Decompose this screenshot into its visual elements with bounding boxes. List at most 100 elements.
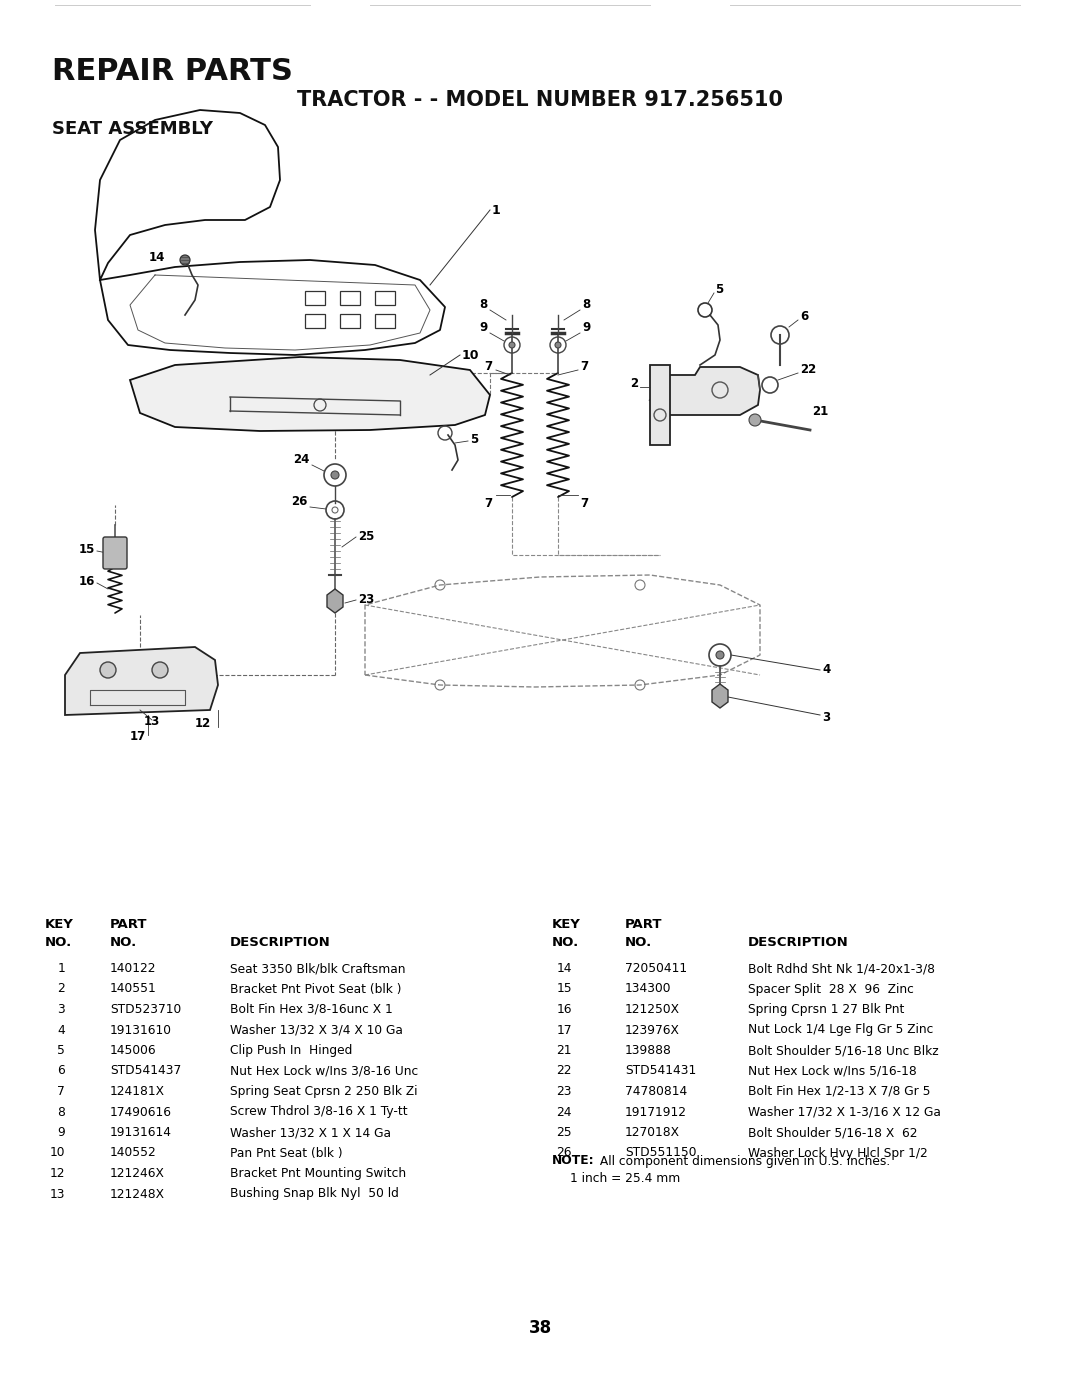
Text: 12: 12 <box>50 1167 65 1180</box>
Text: STD523710: STD523710 <box>110 1002 181 1016</box>
Text: 17: 17 <box>556 1023 572 1037</box>
Text: Screw Thdrol 3/8-16 X 1 Ty-tt: Screw Thdrol 3/8-16 X 1 Ty-tt <box>230 1106 407 1118</box>
Text: 5: 5 <box>715 283 724 296</box>
Text: 5: 5 <box>470 433 478 446</box>
Text: 8: 8 <box>57 1106 65 1118</box>
Text: 10: 10 <box>462 348 480 362</box>
Circle shape <box>180 254 190 265</box>
Text: Bracket Pnt Pivot Seat (blk ): Bracket Pnt Pivot Seat (blk ) <box>230 983 402 996</box>
Text: Nut Hex Lock w/Ins 3/8-16 Unc: Nut Hex Lock w/Ins 3/8-16 Unc <box>230 1064 418 1078</box>
Text: 19171912: 19171912 <box>625 1106 687 1118</box>
Text: 2: 2 <box>57 983 65 996</box>
FancyBboxPatch shape <box>103 538 127 569</box>
Text: 1: 1 <box>57 962 65 975</box>
Text: 10: 10 <box>50 1147 65 1159</box>
Text: STD541437: STD541437 <box>110 1064 181 1078</box>
Text: 7: 7 <box>580 360 589 373</box>
Text: NOTE:: NOTE: <box>552 1155 595 1167</box>
Text: 123976X: 123976X <box>625 1023 680 1037</box>
Text: 2: 2 <box>630 377 638 390</box>
Text: 26: 26 <box>556 1147 572 1159</box>
Text: 139888: 139888 <box>625 1044 672 1057</box>
Text: 145006: 145006 <box>110 1044 157 1057</box>
Text: 15: 15 <box>556 983 572 996</box>
Circle shape <box>509 342 515 348</box>
Text: NO.: NO. <box>45 936 72 949</box>
Text: 140552: 140552 <box>110 1147 157 1159</box>
Text: STD541431: STD541431 <box>625 1064 697 1078</box>
Text: Spacer Split  28 X  96  Zinc: Spacer Split 28 X 96 Zinc <box>748 983 914 996</box>
Polygon shape <box>712 683 728 708</box>
Text: 13: 13 <box>50 1188 65 1200</box>
Text: 6: 6 <box>800 309 808 323</box>
Text: 8: 8 <box>480 298 488 311</box>
Text: Washer 13/32 X 3/4 X 10 Ga: Washer 13/32 X 3/4 X 10 Ga <box>230 1023 403 1037</box>
Polygon shape <box>650 367 760 415</box>
Polygon shape <box>130 358 490 430</box>
Text: 7: 7 <box>484 360 492 373</box>
Text: 7: 7 <box>57 1085 65 1099</box>
Text: Spring Cprsn 1 27 Blk Pnt: Spring Cprsn 1 27 Blk Pnt <box>748 1002 904 1016</box>
Text: Nut Hex Lock w/Ins 5/16-18: Nut Hex Lock w/Ins 5/16-18 <box>748 1064 917 1078</box>
Text: 7: 7 <box>484 496 492 510</box>
Text: All component dimensions given in U.S. inches.: All component dimensions given in U.S. i… <box>596 1155 890 1167</box>
Text: NO.: NO. <box>552 936 579 949</box>
Text: 74780814: 74780814 <box>625 1085 687 1099</box>
Text: 23: 23 <box>556 1085 572 1099</box>
Text: 8: 8 <box>582 298 591 311</box>
Text: Nut Lock 1/4 Lge Flg Gr 5 Zinc: Nut Lock 1/4 Lge Flg Gr 5 Zinc <box>748 1023 933 1037</box>
Text: 16: 16 <box>556 1002 572 1016</box>
Text: 4: 4 <box>57 1023 65 1037</box>
Circle shape <box>716 650 724 659</box>
Bar <box>340 314 360 329</box>
Text: 15: 15 <box>79 543 95 556</box>
Bar <box>305 314 325 329</box>
Circle shape <box>152 661 168 678</box>
Text: Washer Lock Hvy Hlcl Spr 1/2: Washer Lock Hvy Hlcl Spr 1/2 <box>748 1147 928 1159</box>
Text: STD551150: STD551150 <box>625 1147 697 1159</box>
Text: TRACTOR - - MODEL NUMBER 917.256510: TRACTOR - - MODEL NUMBER 917.256510 <box>297 89 783 110</box>
Text: 17: 17 <box>130 730 146 742</box>
Text: 121246X: 121246X <box>110 1167 165 1180</box>
Polygon shape <box>650 364 670 446</box>
Circle shape <box>100 661 116 678</box>
Text: 134300: 134300 <box>625 983 672 996</box>
Text: 25: 25 <box>556 1126 572 1138</box>
Text: 13: 13 <box>144 715 160 727</box>
Text: 22: 22 <box>556 1064 572 1078</box>
Text: 1 inch = 25.4 mm: 1 inch = 25.4 mm <box>570 1172 680 1184</box>
Text: Bolt Rdhd Sht Nk 1/4-20x1-3/8: Bolt Rdhd Sht Nk 1/4-20x1-3/8 <box>748 962 935 975</box>
Bar <box>375 292 395 305</box>
Text: Spring Seat Cprsn 2 250 Blk Zi: Spring Seat Cprsn 2 250 Blk Zi <box>230 1085 418 1099</box>
Text: 4: 4 <box>822 663 831 675</box>
Text: 24: 24 <box>294 452 310 466</box>
Text: 124181X: 124181X <box>110 1085 165 1099</box>
Text: 26: 26 <box>292 495 308 507</box>
Text: 17490616: 17490616 <box>110 1106 172 1118</box>
Bar <box>305 292 325 305</box>
Text: Bolt Shoulder 5/16-18 Unc Blkz: Bolt Shoulder 5/16-18 Unc Blkz <box>748 1044 939 1057</box>
Text: Washer 13/32 X 1 X 14 Ga: Washer 13/32 X 1 X 14 Ga <box>230 1126 391 1138</box>
Text: 24: 24 <box>556 1106 572 1118</box>
Text: 72050411: 72050411 <box>625 962 687 975</box>
Text: 9: 9 <box>480 320 488 334</box>
Polygon shape <box>327 588 343 613</box>
Polygon shape <box>65 648 218 715</box>
Text: Clip Push In  Hinged: Clip Push In Hinged <box>230 1044 352 1057</box>
Text: 21: 21 <box>812 406 828 418</box>
Text: 127018X: 127018X <box>625 1126 680 1138</box>
Bar <box>375 314 395 329</box>
Bar <box>340 292 360 305</box>
Text: DESCRIPTION: DESCRIPTION <box>230 936 330 949</box>
Text: NO.: NO. <box>625 936 652 949</box>
Text: SEAT ASSEMBLY: SEAT ASSEMBLY <box>52 120 213 138</box>
Text: 3: 3 <box>822 711 831 723</box>
Text: 140122: 140122 <box>110 962 157 975</box>
Text: KEY: KEY <box>552 918 581 931</box>
Text: Bushing Snap Blk Nyl  50 ld: Bushing Snap Blk Nyl 50 ld <box>230 1188 399 1200</box>
Text: Bolt Fin Hex 3/8-16unc X 1: Bolt Fin Hex 3/8-16unc X 1 <box>230 1002 393 1016</box>
Text: 5: 5 <box>57 1044 65 1057</box>
Circle shape <box>330 472 339 478</box>
Text: REPAIR PARTS: REPAIR PARTS <box>52 56 293 87</box>
Text: NO.: NO. <box>110 936 137 949</box>
